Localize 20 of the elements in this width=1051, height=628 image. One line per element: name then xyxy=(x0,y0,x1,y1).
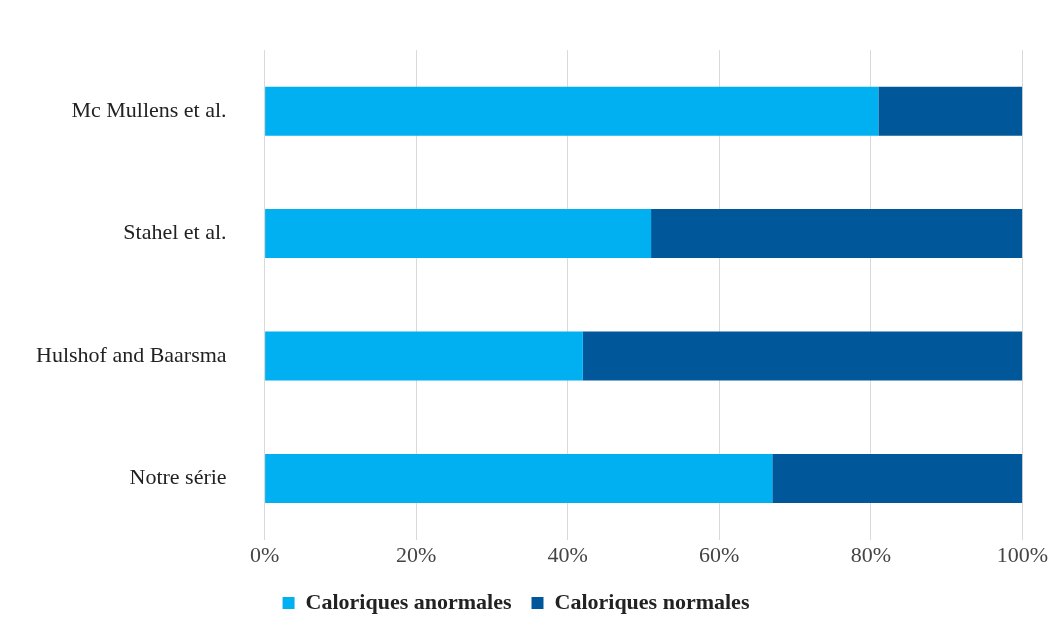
legend-label: Caloriques normales xyxy=(554,588,750,614)
y-tick-label: Notre série xyxy=(129,464,227,490)
bar xyxy=(651,209,1023,259)
bar xyxy=(265,453,773,503)
bar xyxy=(265,209,652,259)
x-tick-label: 40% xyxy=(547,541,588,567)
y-tick-label: Stahel et al. xyxy=(123,219,227,245)
x-tick-label: 20% xyxy=(396,541,437,567)
bar xyxy=(265,331,583,381)
bar xyxy=(582,331,1023,381)
x-tick-label: 80% xyxy=(850,541,891,567)
bar xyxy=(878,86,1023,136)
x-tick-label: 100% xyxy=(996,541,1048,567)
legend-label: Caloriques anormales xyxy=(305,588,512,614)
bar xyxy=(265,86,879,136)
y-tick-label: Mc Mullens et al. xyxy=(71,96,227,122)
x-tick-label: 60% xyxy=(699,541,740,567)
x-tick-label: 0% xyxy=(249,541,280,567)
y-tick-label: Hulshof and Baarsma xyxy=(36,341,227,367)
bar xyxy=(772,453,1023,503)
